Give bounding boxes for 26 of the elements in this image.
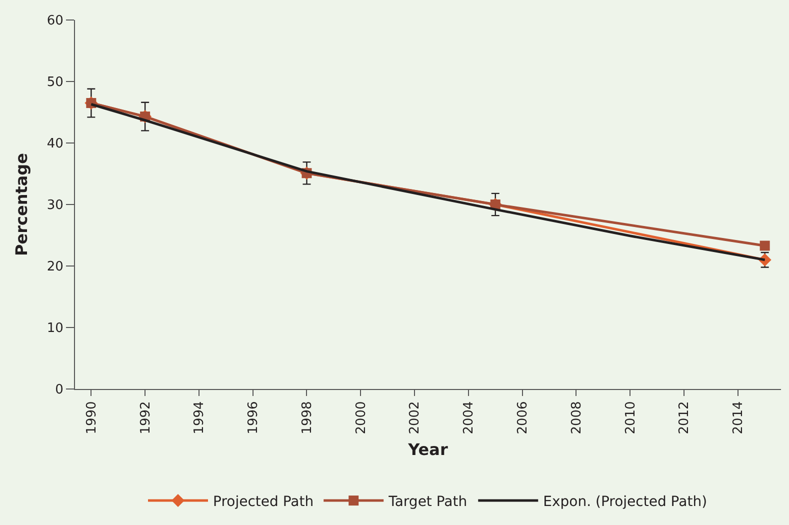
x-tick-label: 1996: [246, 401, 262, 434]
x-tick-label: 1992: [138, 401, 154, 434]
x-tick-label: 2002: [408, 401, 423, 434]
x-tick-label: 1998: [300, 401, 315, 434]
x-tick-label: 2004: [462, 401, 477, 434]
legend-label: Projected Path: [213, 494, 314, 510]
y-tick-label: 40: [46, 136, 64, 152]
y-axis-title: Percentage: [12, 152, 31, 256]
x-tick-label: 1990: [84, 401, 100, 434]
y-tick-label: 50: [46, 75, 64, 90]
x-tick-label: 2006: [516, 401, 531, 434]
y-tick-label: 0: [55, 382, 64, 398]
legend-label: Target Path: [388, 494, 468, 510]
y-tick-label: 20: [46, 260, 64, 275]
x-tick-label: 2014: [731, 401, 746, 434]
x-tick-label: 2010: [623, 401, 638, 434]
x-tick-label: 2008: [569, 401, 584, 434]
x-tick-label: 2000: [354, 401, 369, 434]
y-tick-label: 60: [46, 14, 64, 29]
y-tick-label: 10: [46, 321, 64, 336]
legend-label: Expon. (Projected Path): [543, 494, 708, 510]
x-tick-label: 2012: [677, 401, 692, 434]
x-axis-title: Year: [407, 440, 448, 459]
point: [760, 240, 770, 251]
y-tick-label: 30: [46, 198, 64, 214]
x-tick-label: 1994: [192, 401, 208, 434]
